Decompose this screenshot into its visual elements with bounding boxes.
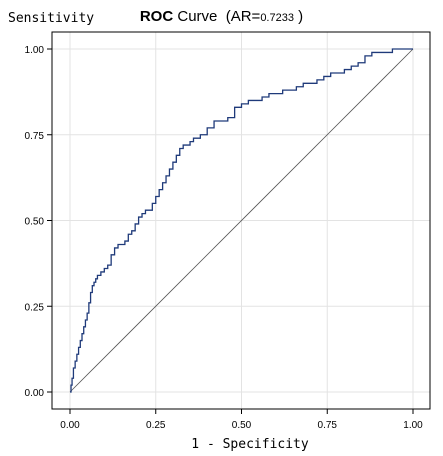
- x-tick-label: 0.75: [318, 420, 338, 431]
- y-tick-label: 0.25: [25, 302, 45, 313]
- roc-curve: [70, 48, 413, 393]
- title-metric-value: 0.7233: [260, 12, 294, 24]
- chart-title: ROC Curve (AR=0.7233 ): [0, 8, 443, 25]
- title-metric-label: (AR=: [225, 8, 261, 25]
- y-tick-label: 0.75: [25, 131, 45, 142]
- x-tick-label: 0.25: [146, 420, 166, 431]
- x-axis-label: 1 - Specificity: [191, 437, 309, 452]
- x-tick-label: 0.50: [232, 420, 252, 431]
- y-axis-label: Sensitivity: [8, 11, 95, 26]
- y-tick-label: 1.00: [25, 45, 45, 56]
- x-tick-label: 1.00: [403, 420, 423, 431]
- reference-diagonal: [69, 48, 414, 393]
- title-word: Curve: [177, 8, 218, 25]
- x-tick-label: 0.00: [60, 420, 80, 431]
- y-tick-label: 0.00: [25, 388, 45, 399]
- y-tick-label: 0.50: [25, 217, 45, 228]
- title-close: ): [298, 8, 304, 25]
- title-prefix: ROC: [139, 8, 174, 25]
